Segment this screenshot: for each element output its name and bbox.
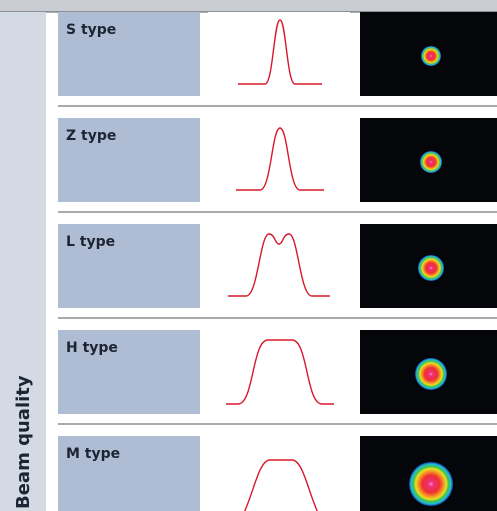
beam-spot: [409, 462, 453, 506]
beam-quality-table: Beam quality S type Z type L type H type M t…: [0, 0, 497, 511]
profile-cell: [208, 12, 350, 96]
type-label: M type: [66, 446, 120, 462]
rows: S type Z type L type H type M type: [58, 12, 497, 511]
beam-spot: [418, 255, 444, 281]
beam-spot: [421, 46, 441, 66]
beam-spot: [415, 358, 447, 390]
profile-cell: [208, 330, 350, 414]
side-label: Beam quality: [13, 375, 34, 509]
type-label: H type: [66, 340, 118, 356]
profile-cell: [208, 118, 350, 202]
type-label: S type: [66, 22, 116, 38]
type-label: L type: [66, 234, 115, 250]
top-bar: [0, 0, 497, 12]
type-label: Z type: [66, 128, 116, 144]
profile-cell: [208, 436, 350, 511]
beam-spot: [420, 151, 442, 173]
